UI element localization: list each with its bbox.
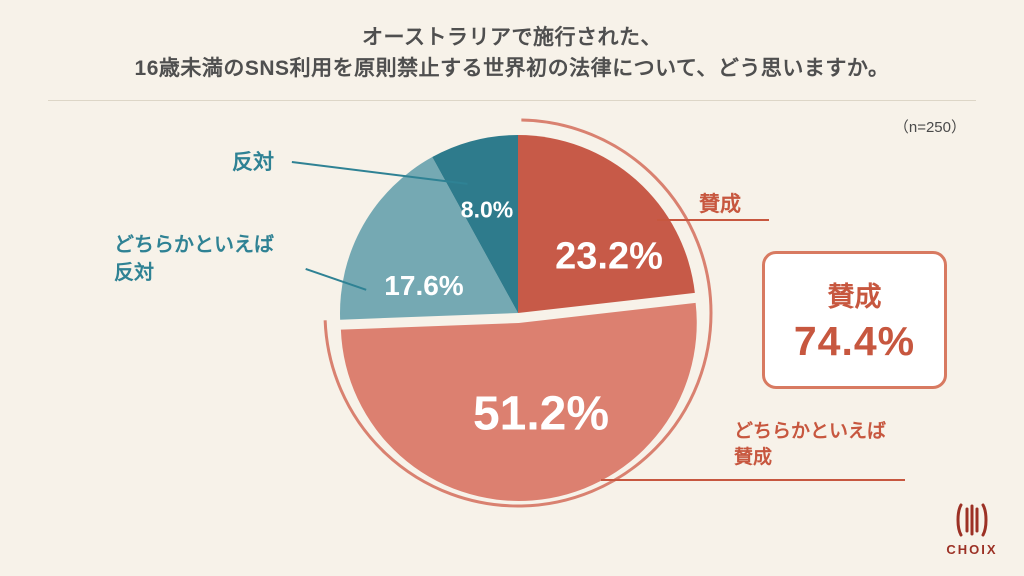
agree-total-value: 74.4% [793, 318, 916, 364]
callout-somewhat-oppose-line1: どちらかといえば [114, 234, 274, 256]
page-title-line1: オーストラリアで施行された、 [362, 26, 662, 49]
callout-agree-line [657, 219, 769, 221]
callout-somewhat-agree-line1: どちらかといえば [734, 421, 887, 442]
slice-value-agree: 23.2% [555, 235, 663, 278]
agree-total-box: 賛成 74.4% [762, 251, 947, 389]
page-title: オーストラリアで施行された、 16歳未満のSNS利用を原則禁止する世界初の法律に… [0, 22, 1024, 84]
slice-value-somewhat-agree: 51.2% [472, 387, 610, 441]
slice-value-oppose: 8.0% [460, 196, 514, 223]
callout-somewhat-agree: どちらかといえば 賛成 [734, 419, 886, 471]
callout-somewhat-oppose-line2: 反対 [114, 262, 154, 284]
title-divider [48, 100, 976, 101]
choix-logo-icon [956, 503, 988, 537]
choix-logo: CHOIX [940, 500, 1004, 557]
callout-somewhat-agree-line2: 賛成 [734, 447, 773, 468]
callout-somewhat-oppose: どちらかといえば 反対 [114, 231, 274, 287]
agree-total-label: 賛成 [827, 282, 882, 312]
callout-oppose: 反対 [232, 151, 274, 174]
sample-size: （n=250） [893, 119, 966, 136]
choix-logo-text: CHOIX [946, 542, 998, 557]
page-title-line2: 16歳未満のSNS利用を原則禁止する世界初の法律について、どう思いますか。 [134, 57, 890, 80]
callout-agree: 賛成 [699, 193, 741, 216]
slice-value-somewhat-oppose: 17.6% [384, 270, 464, 301]
callout-somewhat-agree-line [601, 479, 905, 481]
